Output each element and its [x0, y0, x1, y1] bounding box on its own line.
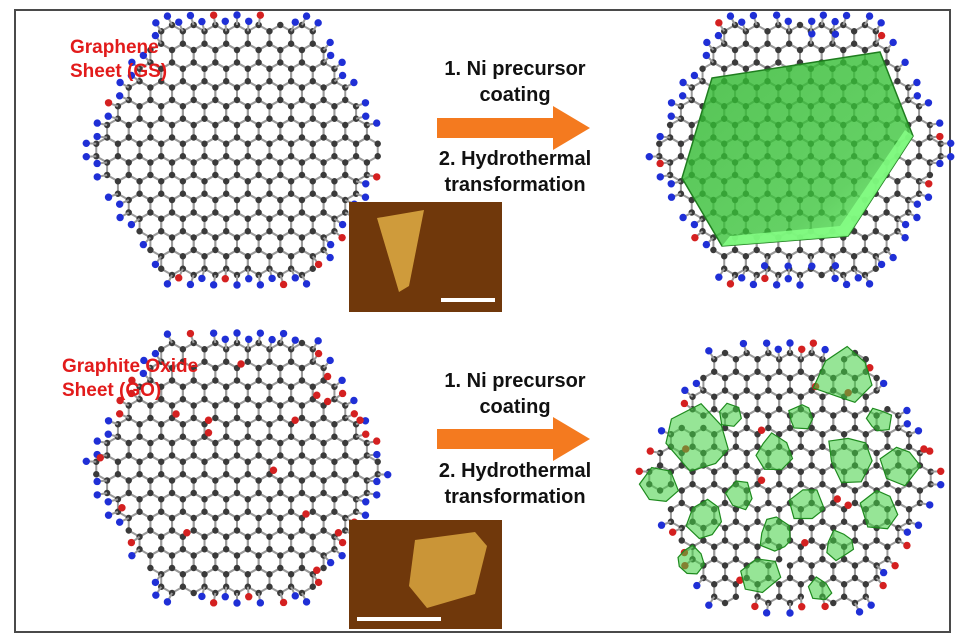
- terminal-groups: [645, 11, 955, 289]
- step2-text-top: 2. Hydrothermal transformation: [400, 146, 630, 198]
- label-line: Graphite Oxide: [62, 356, 199, 377]
- nickel-coating-islands: [638, 345, 922, 601]
- step1-text-bottom: 1. Ni precursor coating: [415, 368, 615, 420]
- step-line: transformation: [444, 486, 586, 508]
- reaction-arrow-bottom: [437, 417, 590, 461]
- afm-graphene-texture: [349, 202, 502, 312]
- carbon-atoms: [93, 339, 381, 597]
- afm-image-graphene: [349, 202, 502, 312]
- step-line: coating: [479, 84, 551, 106]
- afm-graphite-oxide-texture: [349, 520, 502, 629]
- graphite-oxide-sheet-label: Graphite Oxide Sheet (GO): [62, 355, 198, 403]
- step-line: 1. Ni precursor: [444, 370, 586, 392]
- step-line: 2. Hydrothermal: [438, 148, 592, 170]
- step-line: coating: [479, 396, 551, 418]
- terminal-groups: [82, 329, 392, 607]
- coating-edge-highlight: [722, 130, 913, 246]
- label-line: Sheet (GO): [62, 380, 162, 401]
- step1-text-top: 1. Ni precursor coating: [415, 56, 615, 108]
- step-line: 1. Ni precursor: [444, 58, 586, 80]
- label-line: Sheet (GS): [70, 61, 168, 82]
- step-line: 2. Hydrothermal: [438, 460, 592, 482]
- afm-image-graphite-oxide: [349, 520, 502, 629]
- graphene-sheet-label: Graphene Sheet (GS): [70, 36, 167, 84]
- afm-graphene-flake: [377, 210, 424, 292]
- step2-text-bottom: 2. Hydrothermal transformation: [400, 458, 630, 510]
- step-line: transformation: [444, 174, 586, 196]
- graphite-oxide-sheet-structure: [82, 329, 392, 607]
- label-line: Graphene: [70, 37, 159, 58]
- afm-graphite-oxide-flake: [409, 532, 487, 608]
- reaction-arrow-top: [437, 106, 590, 150]
- graphene-sheet-structure: [82, 11, 381, 289]
